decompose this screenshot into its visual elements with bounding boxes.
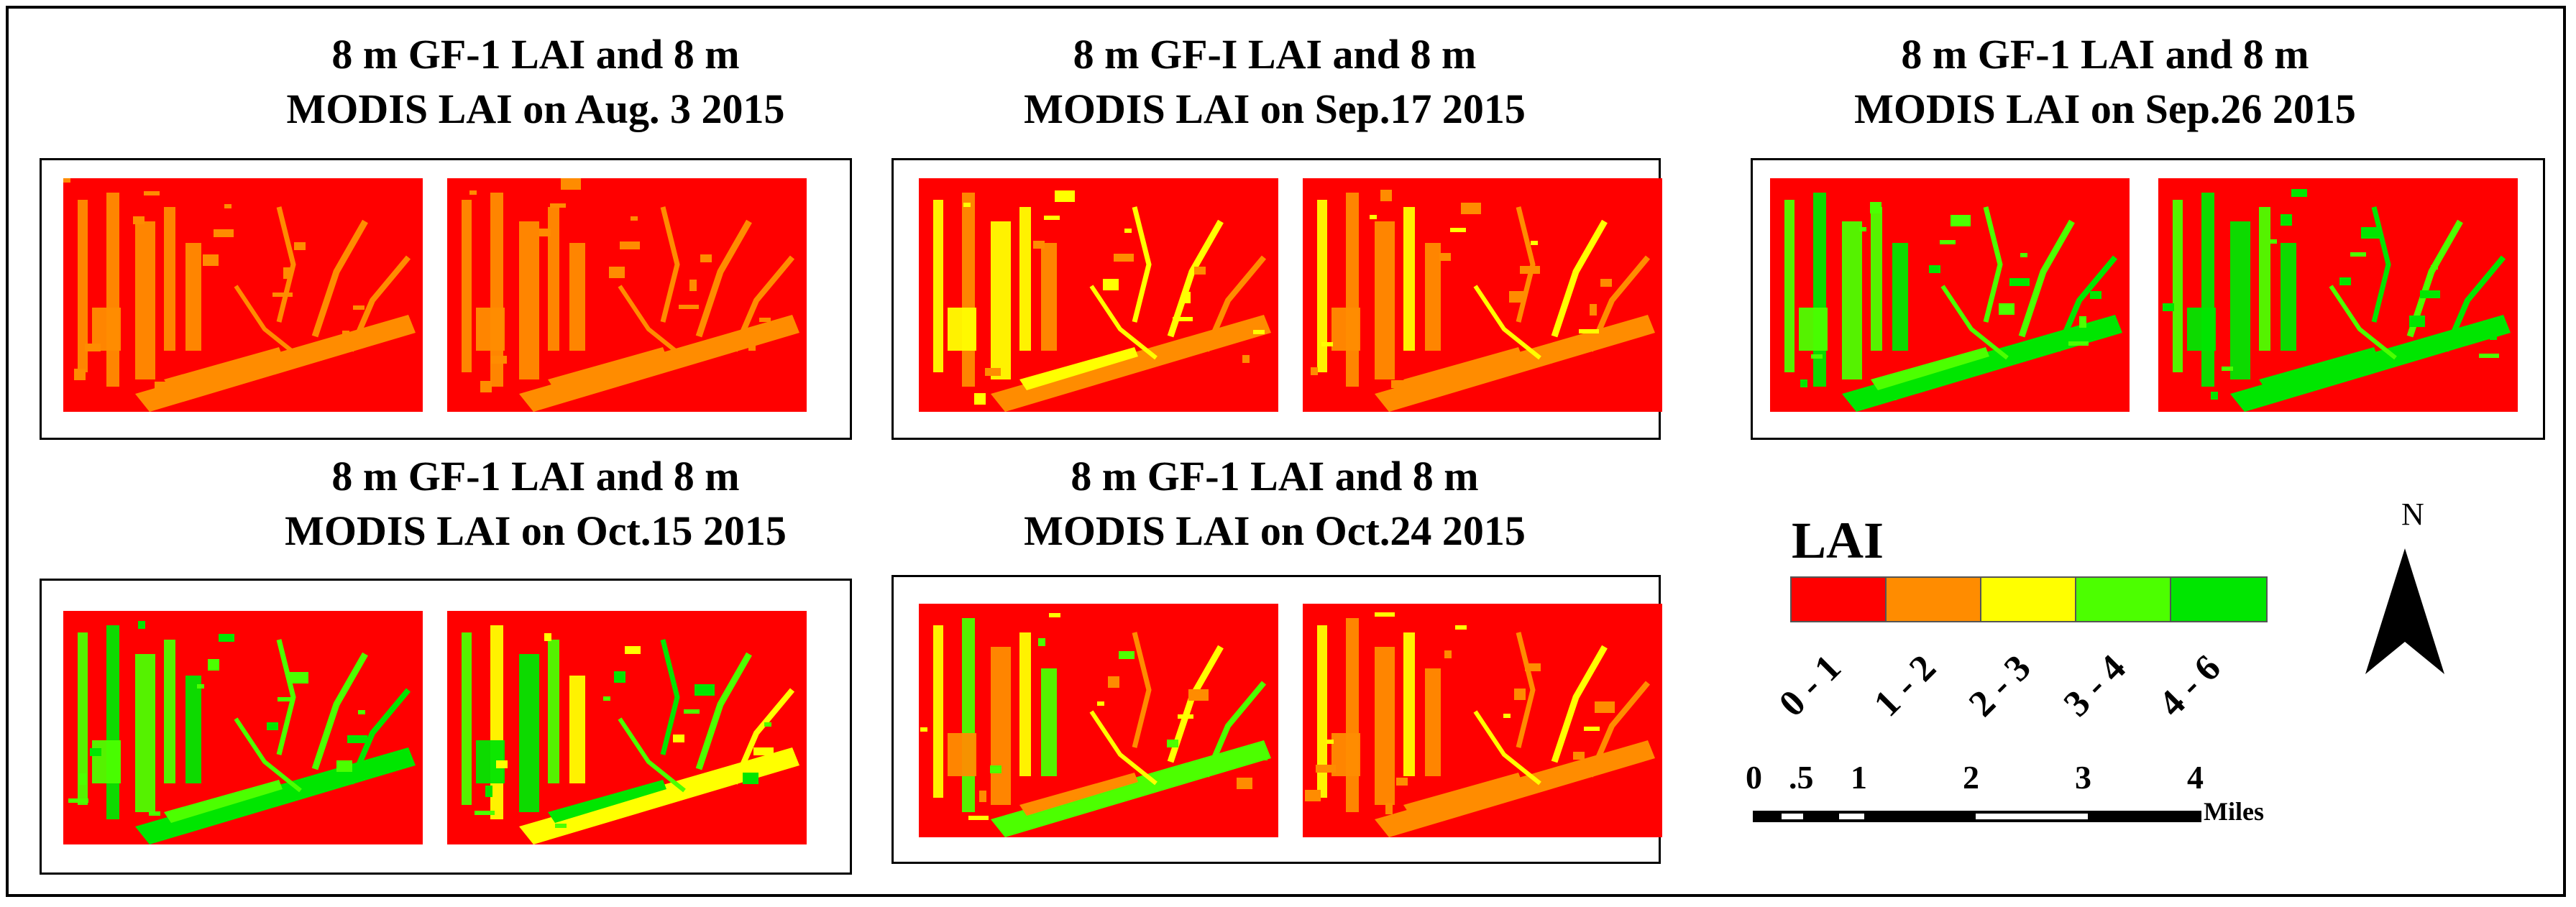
figure-frame [6,6,2566,897]
panel-title-3-line1: 8 m GF-1 LAI and 8 m [1901,31,2309,78]
legend-swatch-2-3 [1981,578,2076,621]
legend-swatch-4-6 [2171,578,2266,621]
map-gf1-aug3 [63,178,423,412]
map-gf1-sep17 [919,178,1278,412]
scale-unit-label: Miles [2204,797,2264,826]
map-modis-aug3 [447,178,807,412]
map-gf1-sep26 [1770,178,2130,412]
panel-title-5-line2: MODIS LAI on Oct.24 2015 [1024,507,1526,554]
panel-title-4-line1: 8 m GF-1 LAI and 8 m [331,453,740,499]
panel-title-2-line2: MODIS LAI on Sep.17 2015 [1024,86,1526,132]
scale-tick-4: 4 [2187,759,2204,796]
map-gf1-oct15 [63,611,423,844]
map-modis-sep17 [1303,178,1662,412]
legend-swatch-3-4 [2076,578,2171,621]
scale-tick-3: 3 [2075,759,2091,796]
north-arrow-icon [2365,494,2444,685]
scale-tick-2: 2 [1963,759,1979,796]
map-modis-sep26 [2158,178,2518,412]
scale-tick-1: 1 [1851,759,1867,796]
panel-title-4-line2: MODIS LAI on Oct.15 2015 [285,507,787,554]
legend-color-bar [1790,576,2268,622]
panel-title-1: 8 m GF-1 LAI and 8 m MODIS LAI on Aug. 3… [151,27,920,137]
map-modis-oct24 [1303,604,1662,837]
panel-title-1-line1: 8 m GF-1 LAI and 8 m [331,31,740,78]
legend-title: LAI [1792,512,1884,569]
panel-title-5-line1: 8 m GF-1 LAI and 8 m [1071,453,1479,499]
panel-title-4: 8 m GF-1 LAI and 8 m MODIS LAI on Oct.15… [151,449,920,558]
legend-swatch-1-2 [1887,578,1981,621]
north-label: N [2401,497,2424,532]
panel-title-3: 8 m GF-1 LAI and 8 m MODIS LAI on Sep.26… [1720,27,2490,137]
panel-title-1-line2: MODIS LAI on Aug. 3 2015 [286,86,785,132]
scale-tick-0-5: .5 [1789,759,1814,796]
scale-tick-0: 0 [1746,759,1762,796]
panel-title-5: 8 m GF-1 LAI and 8 m MODIS LAI on Oct.24… [890,449,1659,558]
panel-title-2-line1: 8 m GF-I LAI and 8 m [1073,31,1477,78]
legend-swatch-0-1 [1792,578,1887,621]
panel-title-2: 8 m GF-I LAI and 8 m MODIS LAI on Sep.17… [890,27,1659,137]
map-modis-oct15 [447,611,807,844]
map-gf1-oct24 [919,604,1278,837]
scale-bar [1753,809,2206,828]
panel-title-3-line2: MODIS LAI on Sep.26 2015 [1854,86,2356,132]
